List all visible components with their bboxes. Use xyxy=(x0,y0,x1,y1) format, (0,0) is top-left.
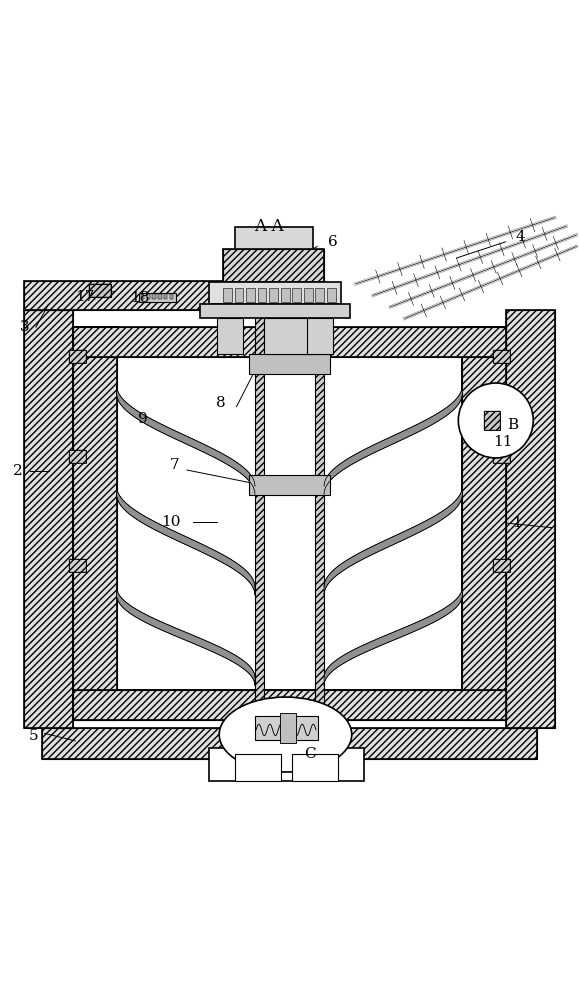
Bar xyxy=(292,754,339,781)
Bar xyxy=(258,288,266,302)
Bar xyxy=(69,559,86,572)
Bar xyxy=(505,310,555,728)
Bar xyxy=(74,327,505,357)
Bar xyxy=(74,327,116,720)
Bar xyxy=(209,748,364,781)
Bar xyxy=(223,249,324,282)
Polygon shape xyxy=(324,587,463,686)
Text: 5: 5 xyxy=(28,729,38,743)
Text: 6: 6 xyxy=(328,235,338,249)
Bar xyxy=(281,288,290,302)
Bar xyxy=(69,450,86,463)
Text: 9: 9 xyxy=(138,412,148,426)
Text: 8: 8 xyxy=(215,396,225,410)
Bar xyxy=(263,318,316,354)
Polygon shape xyxy=(116,486,255,595)
Text: B: B xyxy=(508,418,519,432)
Bar xyxy=(493,559,510,572)
Text: 3: 3 xyxy=(20,320,30,334)
Bar xyxy=(246,288,255,302)
Bar xyxy=(493,450,510,463)
Bar xyxy=(463,327,505,720)
Bar xyxy=(292,288,301,302)
Bar xyxy=(493,350,510,363)
Bar xyxy=(223,249,324,282)
Bar xyxy=(255,298,264,728)
Bar xyxy=(315,298,324,728)
Bar xyxy=(493,450,510,463)
Polygon shape xyxy=(324,486,463,595)
Bar xyxy=(69,450,86,463)
Bar xyxy=(89,284,111,297)
Bar xyxy=(234,288,243,302)
Text: C: C xyxy=(304,747,316,761)
Text: A-A: A-A xyxy=(255,218,284,235)
Bar xyxy=(69,350,86,363)
Bar xyxy=(463,327,505,720)
Bar xyxy=(249,475,330,495)
Bar xyxy=(327,288,336,302)
Bar xyxy=(200,304,350,318)
Ellipse shape xyxy=(219,697,351,772)
Bar xyxy=(146,294,150,299)
Text: 11: 11 xyxy=(493,435,512,449)
Text: 4: 4 xyxy=(515,230,525,244)
Bar xyxy=(158,294,162,299)
Bar xyxy=(484,411,500,430)
Bar xyxy=(170,294,173,299)
Bar xyxy=(234,227,313,249)
Text: 2: 2 xyxy=(13,464,23,478)
Bar xyxy=(24,310,74,728)
Bar xyxy=(493,350,510,363)
Polygon shape xyxy=(116,587,255,686)
Polygon shape xyxy=(116,385,255,494)
Bar xyxy=(152,294,156,299)
Bar xyxy=(493,559,510,572)
Polygon shape xyxy=(324,385,463,494)
Bar xyxy=(307,318,333,354)
Bar xyxy=(218,318,243,354)
Text: 10: 10 xyxy=(162,515,181,529)
Bar xyxy=(209,282,342,304)
Bar xyxy=(164,294,167,299)
Bar xyxy=(24,281,232,310)
Bar xyxy=(42,728,537,759)
Bar xyxy=(138,293,176,302)
Bar xyxy=(484,411,500,430)
Text: 18: 18 xyxy=(130,291,149,305)
Bar xyxy=(89,284,111,297)
Bar xyxy=(505,310,555,728)
Bar xyxy=(69,350,86,363)
Circle shape xyxy=(459,383,533,458)
Bar xyxy=(280,713,296,743)
Bar xyxy=(116,357,463,690)
Bar xyxy=(269,288,278,302)
Bar xyxy=(24,281,232,310)
Bar xyxy=(255,716,318,740)
Bar xyxy=(223,288,232,302)
Bar xyxy=(315,298,324,728)
Bar xyxy=(74,327,116,720)
Text: 1: 1 xyxy=(512,516,522,530)
Text: 17: 17 xyxy=(75,290,94,304)
Bar xyxy=(304,288,313,302)
Text: 7: 7 xyxy=(170,458,179,472)
Bar xyxy=(69,559,86,572)
Bar xyxy=(255,298,264,728)
Bar xyxy=(74,327,505,357)
Bar xyxy=(74,690,505,720)
Bar xyxy=(74,690,505,720)
Bar xyxy=(42,728,537,759)
Bar xyxy=(235,754,281,781)
Bar xyxy=(249,354,330,374)
Bar xyxy=(141,294,144,299)
Bar xyxy=(316,288,324,302)
Bar xyxy=(24,310,74,728)
